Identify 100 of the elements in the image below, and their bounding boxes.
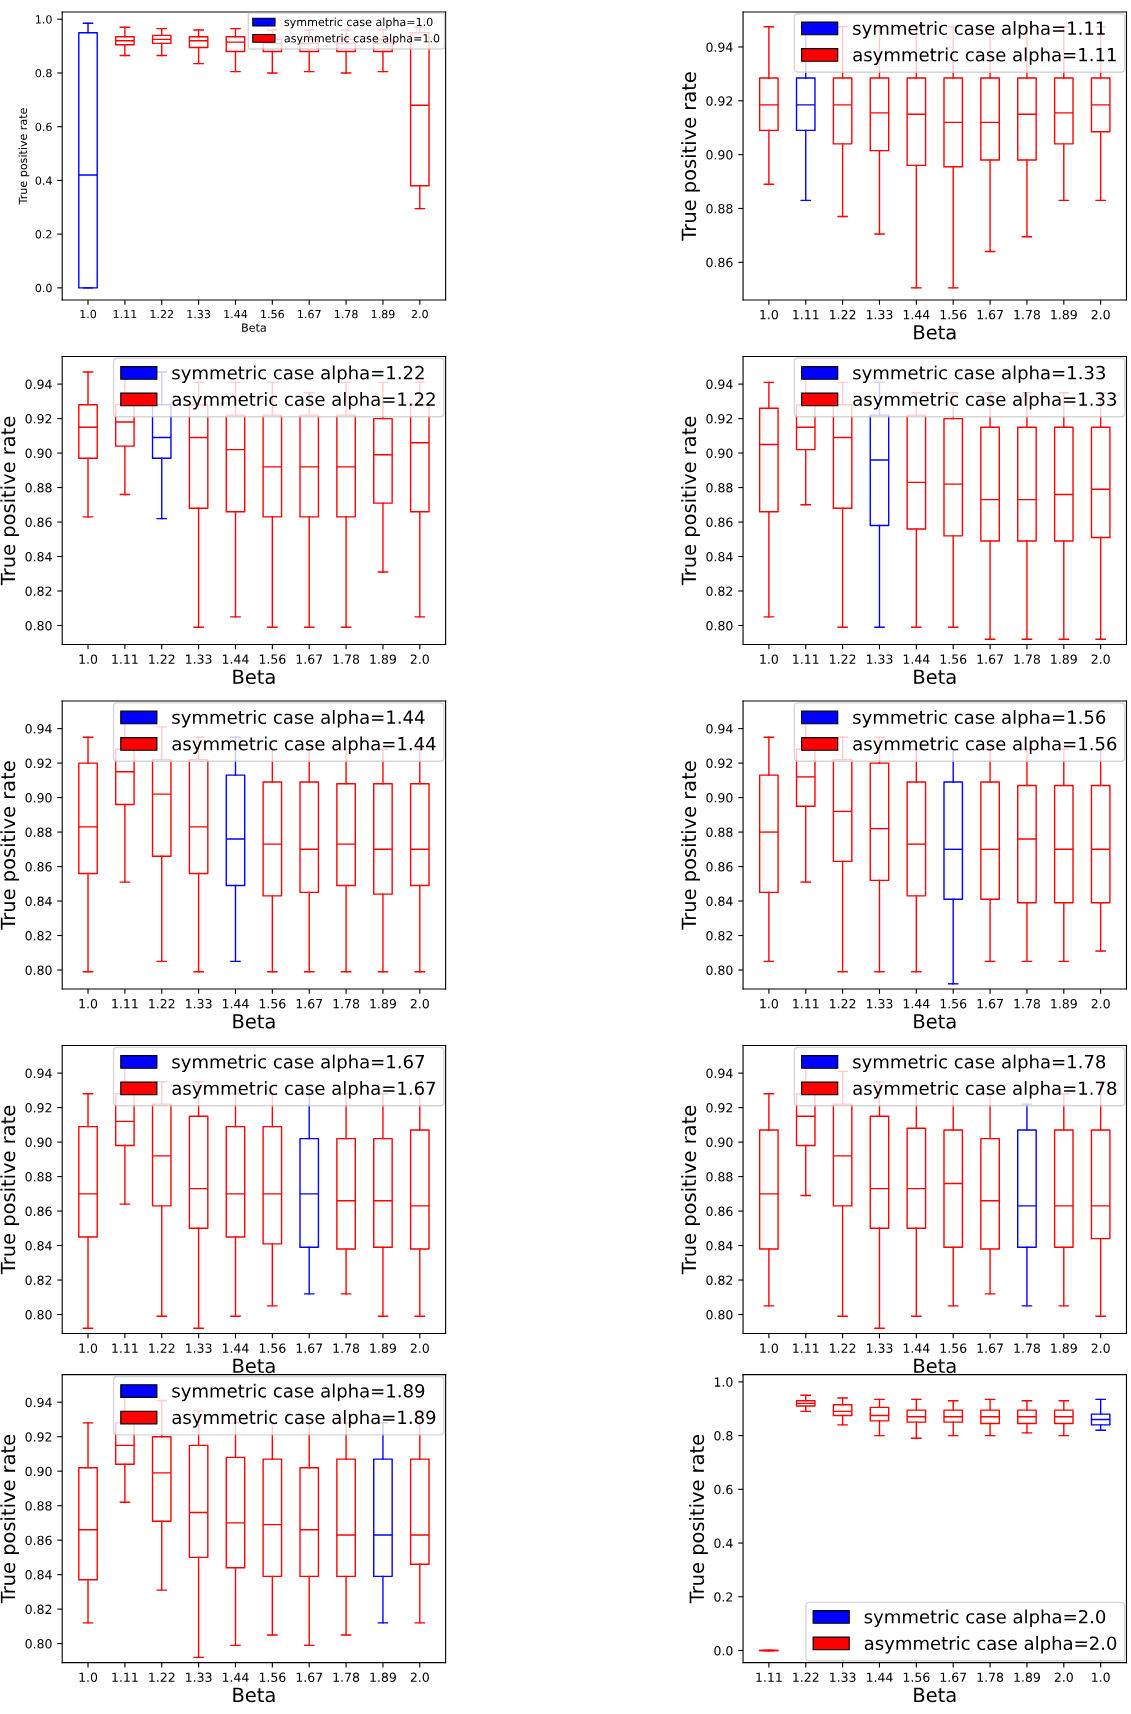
x-tick-label: 1.33	[866, 654, 893, 664]
y-axis-title: True positive rate	[681, 1105, 700, 1275]
y-tick-label: 0.80	[25, 620, 52, 631]
x-axis-title: Beta	[914, 669, 956, 685]
x-tick-label: 1.0	[79, 1343, 98, 1353]
x-tick-label: 1.56	[903, 1672, 930, 1682]
y-tick-label: 0.82	[706, 931, 733, 941]
x-tick-label: 1.78	[1014, 309, 1040, 320]
x-tick-label: 1.89	[370, 654, 396, 664]
y-tick-label: 0.4	[35, 176, 52, 185]
y-axis-title: True positive rate	[681, 761, 700, 930]
x-tick-label: 1.44	[222, 1672, 249, 1682]
y-axis-title: True positive rate	[689, 1434, 708, 1604]
x-tick-label: 1.67	[296, 1672, 323, 1682]
legend-label: asymmetric case alpha=1.11	[853, 47, 1116, 65]
x-tick-label: 1.67	[298, 309, 321, 319]
x-tick-label: 2.0	[1091, 998, 1110, 1009]
legend-label: symmetric case alpha=1.11	[853, 21, 1105, 39]
x-tick-label: 1.44	[903, 654, 930, 664]
x-tick-label: 1.44	[903, 999, 930, 1009]
x-tick-label: 1.11	[793, 654, 819, 664]
x-tick-label: 1.44	[903, 1343, 930, 1353]
y-tick-label: 0.80	[706, 1310, 733, 1320]
x-tick-label: 1.67	[940, 1672, 967, 1682]
y-tick-label: 0.88	[25, 483, 52, 493]
x-tick-label: 1.33	[186, 1343, 212, 1353]
x-tick-label: 1.67	[977, 998, 1003, 1009]
y-tick-label: 0.90	[706, 448, 733, 458]
x-tick-label: 1.11	[793, 310, 819, 320]
y-tick-label: 0.94	[706, 724, 733, 734]
y-tick-label: 0.80	[25, 1639, 52, 1649]
x-tick-label: 2.0	[410, 998, 429, 1009]
x-tick-label: 1.78	[1014, 654, 1040, 664]
x-tick-label: 1.78	[333, 1672, 360, 1682]
x-tick-label: 1.22	[830, 998, 856, 1009]
x-axis-title: Beta	[914, 1687, 956, 1703]
x-tick-label: 1.0	[760, 1343, 778, 1353]
y-tick-label: 0.2	[714, 1592, 733, 1602]
x-tick-label: 1.78	[1014, 998, 1040, 1009]
y-tick-label: 0.0	[714, 1645, 733, 1656]
y-tick-label: 0.92	[25, 1432, 52, 1442]
x-tick-label: 1.67	[977, 1343, 1003, 1353]
y-axis-title: True positive rate	[0, 1434, 20, 1604]
y-tick-label: 0.86	[706, 257, 733, 268]
y-tick-label: 1.0	[36, 15, 52, 24]
x-tick-label: 1.44	[903, 310, 930, 320]
legend-label: symmetric case alpha=1.89	[172, 1383, 425, 1402]
x-tick-label: 1.44	[222, 999, 249, 1009]
y-tick-label: 0.94	[706, 1068, 733, 1079]
x-tick-label: 1.56	[259, 998, 286, 1009]
x-tick-label: 1.33	[186, 998, 212, 1009]
y-tick-label: 0.88	[25, 1172, 52, 1182]
y-tick-label: 0.94	[706, 42, 733, 52]
x-tick-label: 1.89	[370, 998, 396, 1009]
x-tick-label: 2.0	[1091, 654, 1110, 664]
legend-label: asymmetric case alpha=1.33	[853, 392, 1116, 410]
x-tick-label: 1.33	[866, 1343, 893, 1353]
y-tick-label: 0.84	[706, 1241, 733, 1251]
x-tick-label: 1.89	[370, 1343, 396, 1353]
y-tick-label: 0.92	[25, 414, 52, 424]
x-axis-title: Beta	[233, 1014, 275, 1029]
y-tick-label: 0.82	[706, 586, 733, 596]
x-tick-label: 1.22	[793, 1672, 819, 1682]
x-tick-label: 1.67	[977, 309, 1003, 320]
x-tick-label: 1.22	[149, 654, 175, 664]
x-tick-label: 2.0	[1091, 1343, 1110, 1353]
x-tick-label: 1.11	[113, 310, 137, 319]
x-tick-label: 1.78	[1014, 1343, 1040, 1353]
y-tick-label: 0.90	[25, 1466, 52, 1477]
y-tick-label: 0.86	[706, 862, 733, 872]
legend-label: asymmetric case alpha=1.67	[172, 1081, 436, 1099]
x-tick-label: 2.0	[410, 1343, 429, 1353]
x-tick-label: 1.33	[187, 309, 211, 319]
y-tick-label: 0.8	[714, 1431, 733, 1441]
y-tick-label: 0.86	[25, 862, 52, 872]
y-tick-label: 0.84	[25, 1570, 52, 1580]
y-tick-label: 0.92	[706, 96, 733, 106]
x-tick-label: 1.89	[1051, 654, 1077, 664]
x-tick-label: 1.11	[793, 999, 819, 1009]
x-tick-label: 1.0	[760, 654, 778, 664]
x-tick-label: 1.22	[149, 1672, 175, 1682]
x-tick-label: 1.33	[186, 654, 212, 664]
x-tick-label: 2.0	[410, 654, 429, 664]
y-tick-label: 0.88	[706, 483, 733, 493]
x-tick-label: 1.56	[940, 654, 967, 664]
legend-label: asymmetric case alpha=1.78	[853, 1081, 1117, 1099]
y-tick-label: 0.86	[25, 517, 52, 527]
y-axis-title: True positive rate	[18, 108, 30, 205]
y-tick-label: 0.88	[706, 203, 733, 214]
legend-label: symmetric case alpha=1.56	[853, 710, 1106, 728]
x-tick-label: 1.78	[333, 654, 360, 664]
x-axis-title: Beta	[914, 1358, 956, 1374]
y-tick-label: 0.90	[706, 793, 733, 803]
legend-label: asymmetric case alpha=1.22	[172, 392, 435, 410]
legend-label: asymmetric case alpha=1.89	[172, 1410, 436, 1428]
x-tick-label: 1.22	[149, 1343, 175, 1353]
legend-label: symmetric case alpha=2.0	[864, 1609, 1106, 1628]
x-axis-title: Beta	[233, 1358, 275, 1374]
y-tick-label: 0.92	[706, 758, 733, 769]
x-axis-title: Beta	[914, 1014, 956, 1029]
